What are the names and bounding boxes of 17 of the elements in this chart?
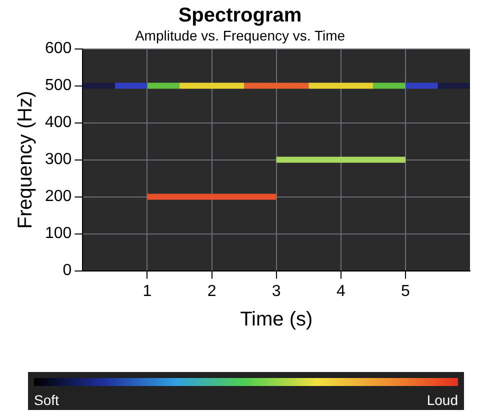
y-tick-label: 100 — [44, 225, 72, 242]
x-axis-title: Time (s) — [240, 308, 313, 331]
y-tick-label: 500 — [44, 77, 72, 94]
y-axis-title: Frequency (Hz) — [14, 90, 37, 229]
y-tick-label: 400 — [44, 114, 72, 132]
x-tick-label: 2 — [207, 282, 216, 300]
color-scale: Soft Loud — [28, 372, 464, 410]
chart-title: Spectrogram — [178, 4, 302, 27]
x-tick-label: 4 — [336, 282, 346, 300]
x-tick-label: 1 — [142, 282, 152, 300]
y-tick-label: 600 — [44, 40, 72, 58]
x-tick-label: 5 — [400, 282, 410, 300]
chart-subtitle: Amplitude vs. Frequency vs. Time — [134, 27, 346, 44]
y-tick-label: 200 — [44, 188, 72, 206]
y-tick-label: 300 — [44, 151, 72, 168]
y-tick-label: 0 — [62, 262, 72, 280]
x-tick-label: 3 — [272, 282, 281, 300]
